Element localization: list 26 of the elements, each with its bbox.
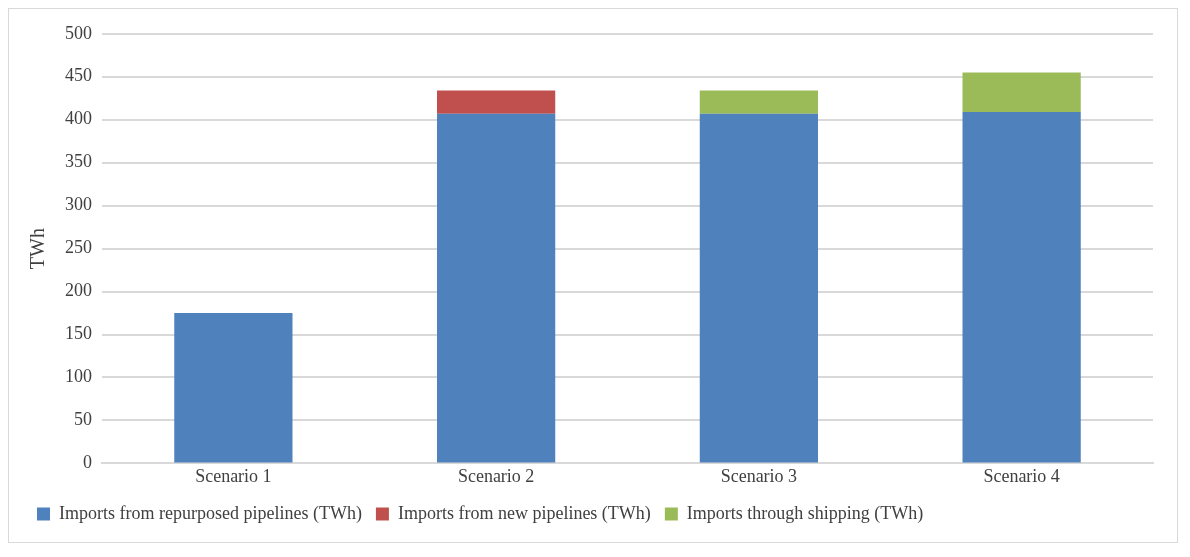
y-tick-label: 450 — [65, 65, 92, 86]
y-tick-label: 350 — [65, 151, 92, 172]
y-tick-label: 500 — [65, 22, 92, 43]
y-tick-label: 300 — [65, 194, 92, 215]
bar — [437, 113, 556, 463]
y-tick-label: 100 — [65, 366, 92, 387]
legend-label: Imports through shipping (TWh) — [686, 502, 924, 524]
bar — [699, 90, 818, 114]
x-tick-label: Scenario 1 — [195, 465, 272, 486]
x-tick-label: Scenario 4 — [983, 465, 1060, 486]
bar — [699, 113, 818, 463]
bar — [437, 90, 556, 114]
y-axis-title: TWh — [26, 228, 49, 270]
bar — [962, 72, 1081, 112]
bar — [962, 111, 1081, 463]
y-tick-label: 150 — [65, 323, 92, 344]
y-tick-label: 50 — [74, 409, 92, 430]
x-tick-label: Scenario 2 — [457, 465, 535, 486]
y-tick-label: 250 — [65, 237, 92, 258]
y-tick-label: 0 — [83, 452, 92, 473]
y-tick-label: 200 — [65, 280, 92, 301]
legend-label: Imports from repurposed pipelines (TWh) — [59, 502, 362, 524]
bar — [174, 313, 293, 463]
legend-label: Imports from new pipelines (TWh) — [397, 502, 651, 524]
x-tick-label: Scenario 3 — [720, 465, 798, 486]
y-tick-label: 400 — [65, 108, 92, 129]
